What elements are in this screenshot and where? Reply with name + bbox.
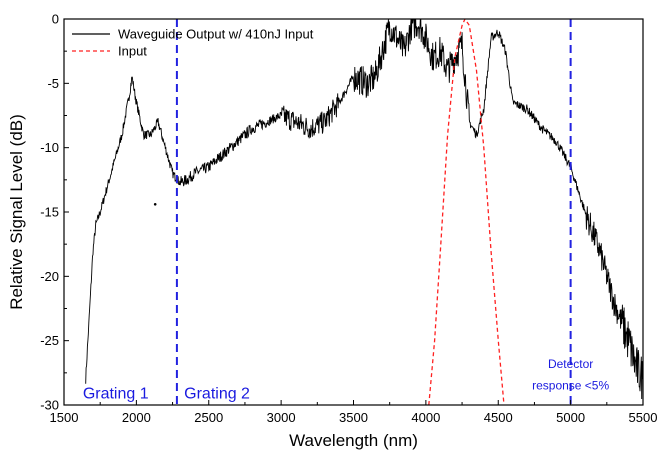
y-tick-label: -5	[47, 76, 59, 91]
y-tick-label: -15	[40, 205, 59, 220]
series-layer	[85, 19, 643, 405]
x-tick-label: 1500	[50, 410, 79, 425]
series-line-0	[85, 19, 643, 400]
tick-layer: 1500 2000 2500 3000 3500 4000 4500 5000 5500 0 -5 -…	[40, 12, 657, 426]
x-tick-label: 5000	[556, 410, 585, 425]
legend-label-waveguide-output: Waveguide Output w/ 410nJ Input	[118, 27, 314, 42]
y-tick-label: -30	[40, 398, 59, 413]
annotation-1: Grating 2	[184, 386, 250, 403]
stray-data-point	[153, 202, 157, 206]
y-tick-label: -20	[40, 269, 59, 284]
x-tick-label: 3000	[267, 410, 296, 425]
y-axis-title: Relative Signal Level (dB)	[7, 114, 26, 310]
anno-layer: Grating 1 Grating 2 Detector response <5%	[83, 357, 610, 403]
x-tick-label: 4000	[411, 410, 440, 425]
series-line-1	[428, 19, 505, 405]
x-axis-title: Wavelength (nm)	[289, 431, 418, 450]
y-tick-label: -10	[40, 140, 59, 155]
legend-label-input: Input	[118, 44, 147, 59]
annotation-3: response <5%	[532, 379, 609, 393]
x-tick-label: 4500	[484, 410, 513, 425]
x-tick-label: 2500	[194, 410, 223, 425]
legend: Waveguide Output w/ 410nJ Input Input	[72, 27, 314, 59]
annotation-0: Grating 1	[83, 386, 149, 403]
annotation-2: Detector	[548, 357, 593, 371]
y-tick-label: 0	[52, 12, 59, 27]
x-tick-label: 5500	[629, 410, 658, 425]
x-tick-label: 3500	[339, 410, 368, 425]
x-tick-label: 2000	[122, 410, 151, 425]
y-tick-label: -25	[40, 333, 59, 348]
